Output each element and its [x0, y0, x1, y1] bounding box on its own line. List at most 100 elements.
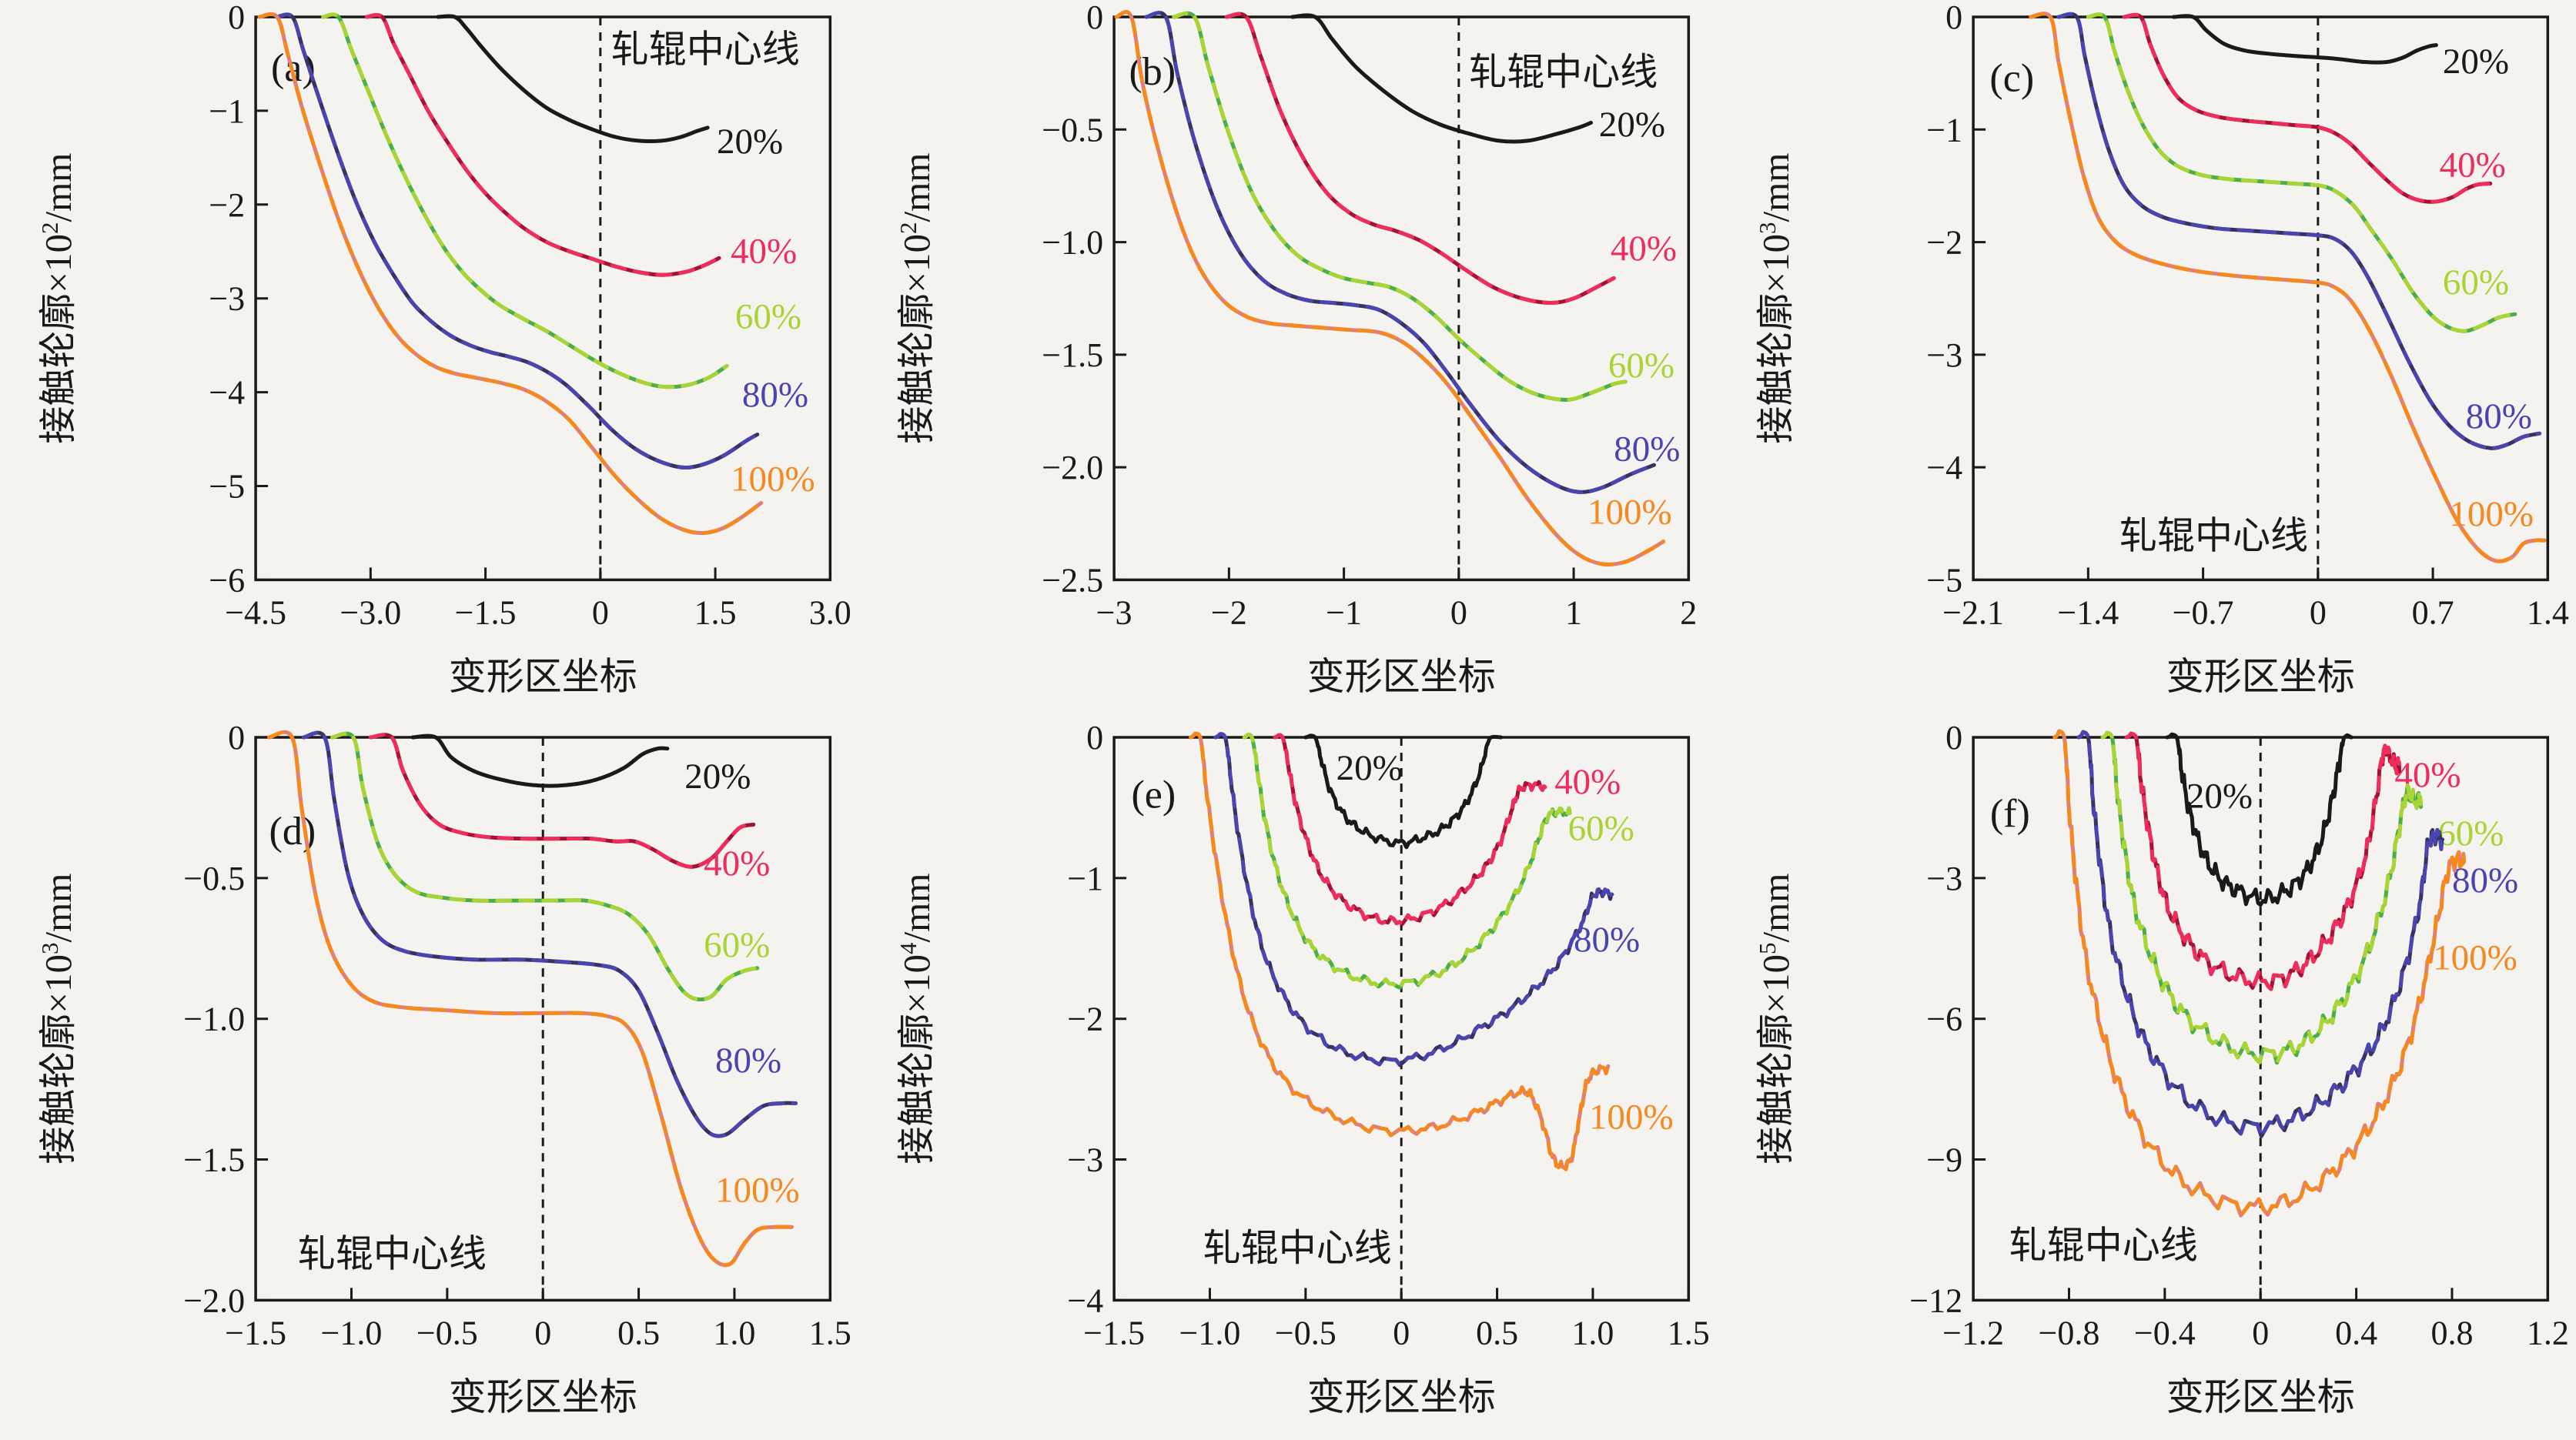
curve-label-20%: 20% — [2443, 42, 2509, 82]
x-tick-label: 0 — [592, 593, 609, 631]
x-tick-label: −1.5 — [1084, 1314, 1146, 1351]
curve-label-60%: 60% — [2443, 262, 2509, 302]
curve-label-20%: 20% — [1337, 747, 1403, 787]
curve-label-40%: 40% — [731, 231, 797, 271]
y-axis-label: 接触轮廓×104/mm — [895, 873, 938, 1164]
y-tick-label: −2 — [1926, 224, 1962, 262]
x-tick-label: −0.4 — [2134, 1314, 2196, 1351]
curve-label-60%: 60% — [2437, 814, 2504, 854]
curve-80%-underlay — [2076, 730, 2444, 1138]
x-tick-label: −0.7 — [2172, 593, 2233, 631]
panel-d: −1.5 −1.0 −0.5 0 0.5 1.0 1.50−0.5−1.0−1.5−2.0变… — [36, 720, 851, 1418]
y-tick-label: −1 — [1068, 859, 1104, 897]
centerline-label: 轧辊中心线 — [2119, 514, 2308, 556]
y-axis-label: 接触轮廓×103/mm — [1754, 153, 1797, 444]
x-axis-label: 变形区坐标 — [1307, 1375, 1496, 1418]
x-tick-label: 1.5 — [809, 1314, 851, 1351]
panel-letter: (f) — [1990, 791, 2030, 835]
x-tick-label: −0.5 — [417, 1314, 478, 1351]
y-tick-label: −2.0 — [183, 1281, 245, 1319]
curve-label-60%: 60% — [1608, 346, 1674, 386]
x-tick-label: −1.5 — [455, 593, 517, 631]
y-tick-label: 0 — [228, 0, 245, 36]
y-tick-label: −3 — [209, 280, 245, 318]
curve-100%-underlay — [1189, 731, 1611, 1171]
curve-60% — [2086, 12, 2517, 333]
curve-60% — [330, 731, 760, 1001]
curve-label-40%: 40% — [1611, 229, 1677, 269]
y-tick-label: −1.5 — [1042, 336, 1104, 374]
curve-40% — [364, 13, 721, 277]
y-tick-label: 0 — [1086, 0, 1103, 36]
panel-letter: (c) — [1989, 57, 2034, 101]
curve-40%-underlay — [2122, 12, 2492, 204]
y-tick-label: −5 — [1926, 561, 1962, 599]
x-axis-label: 变形区坐标 — [449, 1375, 637, 1418]
x-tick-label: 0.8 — [2430, 1314, 2473, 1351]
x-tick-label: 1.4 — [2526, 593, 2568, 631]
curve-label-60%: 60% — [1568, 808, 1634, 848]
curve-label-100%: 100% — [2433, 937, 2517, 977]
curve-80% — [1144, 11, 1657, 494]
y-tick-label: 0 — [228, 720, 245, 757]
y-tick-label: −1.0 — [183, 1000, 245, 1037]
curve-label-40%: 40% — [1555, 762, 1621, 802]
panel-letter: (b) — [1129, 50, 1176, 94]
y-tick-label: −1 — [209, 92, 245, 130]
y-tick-label: −1.0 — [1042, 224, 1104, 262]
curve-60% — [321, 12, 729, 389]
curve-80% — [2056, 12, 2541, 450]
curve-label-80%: 80% — [2452, 860, 2518, 900]
x-tick-label: 1.5 — [694, 593, 737, 631]
curve-label-100%: 100% — [731, 459, 815, 499]
curve-100%-underlay — [267, 730, 795, 1267]
curve-label-100%: 100% — [2449, 494, 2534, 534]
curve-60% — [1243, 732, 1572, 990]
y-tick-label: −6 — [209, 561, 245, 599]
curve-label-100%: 100% — [1589, 1097, 1674, 1137]
y-tick-label: −2 — [1068, 1000, 1104, 1037]
x-tick-label: −1 — [1326, 593, 1363, 631]
x-tick-label: −1.5 — [225, 1314, 286, 1351]
y-tick-label: −3 — [1068, 1141, 1104, 1178]
y-tick-label: −2.5 — [1042, 561, 1104, 599]
curve-20% — [410, 733, 670, 788]
curve-80% — [2076, 730, 2444, 1138]
x-tick-label: 0 — [534, 1314, 551, 1351]
x-tick-label: 0.5 — [1476, 1314, 1518, 1351]
x-axis-label: 变形区坐标 — [1307, 655, 1496, 697]
panel-e: −1.5 −1.0 −0.5 0 0.5 1.0 1.5 0 −1 −2 −3 −4 变形区坐标 接触轮廓… — [895, 720, 1710, 1418]
x-tick-label: 0 — [2252, 1314, 2269, 1351]
plot-frame — [1112, 15, 1691, 582]
y-axis-label: 接触轮廓×105/mm — [1754, 873, 1797, 1164]
y-tick-label: −2.0 — [1042, 449, 1104, 486]
y-tick-label: −1.5 — [183, 1141, 245, 1178]
x-tick-label: −1.0 — [1179, 1314, 1241, 1351]
y-tick-label: −0.5 — [183, 859, 245, 897]
y-tick-label: 0 — [1945, 720, 1962, 757]
curve-label-40%: 40% — [2439, 145, 2505, 185]
curve-40%-underlay — [368, 732, 756, 869]
curve-label-80%: 80% — [742, 375, 808, 415]
curve-80% — [275, 12, 760, 470]
panel-letter: (e) — [1132, 773, 1176, 817]
x-tick-label: 0.5 — [617, 1314, 660, 1351]
x-tick-label: −0.8 — [2038, 1314, 2099, 1351]
centerline-label: 轧辊中心线 — [2009, 1224, 2197, 1266]
curve-label-20%: 20% — [2186, 776, 2252, 816]
curve-40% — [368, 732, 756, 869]
y-tick-label: −4 — [209, 374, 245, 412]
panel-f: −1.2 −0.8 −0.4 0 0.4 0.8 1.2 0 −3 −6 −9 −12 变形区坐标 接触轮… — [1754, 720, 2569, 1418]
curve-label-80%: 80% — [715, 1041, 781, 1081]
x-tick-label: 3.0 — [809, 593, 851, 631]
x-tick-label: 2 — [1681, 593, 1698, 631]
curve-label-40%: 40% — [2394, 755, 2461, 795]
y-tick-label: 0 — [1945, 0, 1962, 36]
x-axis-label: 变形区坐标 — [2166, 655, 2354, 697]
curve-20% — [1303, 733, 1504, 849]
curve-100%-underlay — [2028, 12, 2547, 563]
x-tick-label: −1.0 — [321, 1314, 383, 1351]
y-tick-label: −4 — [1068, 1281, 1104, 1319]
x-tick-label: 0 — [1450, 593, 1467, 631]
curve-100% — [1114, 10, 1666, 566]
